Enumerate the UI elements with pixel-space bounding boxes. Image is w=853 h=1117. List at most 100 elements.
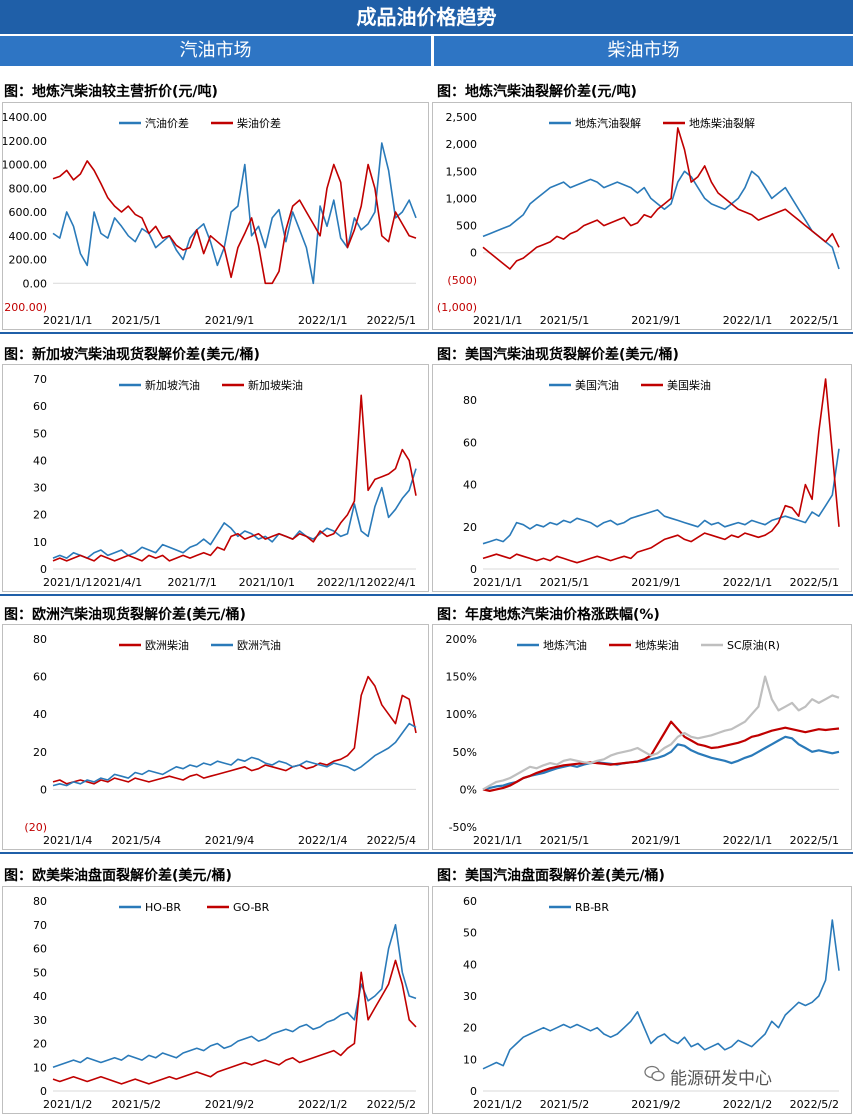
y-tick-label: 60 (33, 400, 47, 413)
x-tick-label: 2022/5/1 (790, 314, 839, 327)
y-tick-label: 0 (40, 563, 47, 576)
legend-label: 美国汽油 (575, 378, 619, 392)
x-tick-label: 2021/10/1 (239, 576, 295, 589)
x-tick-label: 2021/1/2 (43, 1098, 92, 1111)
y-tick-label: 2,000 (446, 138, 478, 151)
y-tick-label: 30 (463, 990, 477, 1003)
right-column-header: 柴油市场 (434, 36, 853, 66)
series-line-0 (482, 170, 840, 270)
chart-title: 图：地炼汽柴油裂解价差(元/吨) (437, 84, 637, 100)
y-tick-label: 20 (33, 1038, 47, 1051)
y-tick-label: 60 (463, 895, 477, 908)
chart-c3: 0 10 20 30 40 50 60 70 2021/1/1 2021/4/1 2021/7/1 2… (33, 373, 417, 589)
x-tick-label: 2021/7/1 (167, 576, 216, 589)
chart-panel: 0 10 20 30 40 50 60 70 80 2021/1/2 2021/5/2 2021/9/… (2, 886, 429, 1114)
x-tick-label: 2021/1/1 (473, 314, 522, 327)
chart-title: 图：欧洲汽柴油现货裂解价差(美元/桶) (4, 607, 246, 623)
y-tick-label: 1000.00 (3, 159, 47, 172)
y-tick-label: 60 (463, 436, 477, 449)
series-line-2 (482, 675, 840, 791)
series-line-0 (482, 448, 840, 545)
divider (0, 332, 853, 334)
chart-c5: (20) 0 20 40 60 80 2021/1/4 2021/5/4 2021/9/4 202… (24, 633, 417, 847)
chart-panel: -50% 0% 50% 100% 150% 200% 2021/1/1 2021/5/1 202… (432, 624, 852, 850)
left-column-header: 汽油市场 (0, 36, 431, 66)
y-tick-label: 60 (33, 671, 47, 684)
y-tick-label: 40 (33, 454, 47, 467)
y-tick-label: 40 (463, 958, 477, 971)
y-tick-label: (1,000) (437, 301, 477, 314)
legend-label: 新加坡柴油 (248, 378, 303, 392)
x-tick-label: 2021/1/1 (43, 314, 92, 327)
y-tick-label: 0 (470, 1085, 477, 1098)
x-tick-label: 2022/1/1 (723, 576, 772, 589)
series-line-1 (482, 720, 840, 792)
chart-panel: (1,000) (500) 0 500 1,000 1,500 2,000 2,500 2021… (432, 102, 852, 330)
chart-title: 图：欧美柴油盘面裂解价差(美元/桶) (4, 868, 232, 884)
chart-c8: 0 10 20 30 40 50 60 2021/1/2 2021/5/2 2021/9/2 202… (463, 895, 840, 1111)
y-tick-label: 10 (33, 536, 47, 549)
series-line-1 (52, 394, 417, 562)
page-title: 成品油价格趋势 (0, 0, 853, 34)
series-line-0 (52, 675, 417, 785)
x-tick-label: 2022/1/1 (317, 576, 366, 589)
y-tick-label: 50% (453, 746, 477, 759)
y-tick-label: 100% (446, 708, 477, 721)
y-tick-label: 50 (33, 966, 47, 979)
x-tick-label: 2021/1/1 (473, 834, 522, 847)
x-tick-label: 2022/1/4 (298, 834, 347, 847)
x-tick-label: 2022/1/1 (723, 314, 772, 327)
series-line-0 (482, 919, 840, 1070)
legend-label: 新加坡汽油 (145, 378, 200, 392)
series-line-1 (52, 160, 417, 285)
legend-label: 地炼汽油裂解 (575, 116, 641, 130)
legend-label: 汽油价差 (145, 116, 189, 130)
x-tick-label: 2021/1/1 (473, 576, 522, 589)
x-tick-label: 2021/9/1 (631, 834, 680, 847)
y-tick-label: 40 (33, 990, 47, 1003)
chart-panel: (200.00) 0.00 200.00 400.00 600.00 800.00 1000… (0, 102, 429, 330)
y-tick-label: -50% (449, 821, 477, 834)
chart-panel: 0 20 40 60 80 2021/1/1 2021/5/1 2021/9/1 2022/1/… (432, 364, 852, 592)
legend-label: HO-BR (145, 901, 181, 914)
wechat-icon (644, 1065, 665, 1082)
series-line-1 (482, 127, 840, 270)
y-tick-label: 1200.00 (3, 135, 47, 148)
chart-c6: -50% 0% 50% 100% 150% 200% 2021/1/1 2021/5/1 202… (446, 633, 840, 847)
x-tick-label: 2021/4/1 (93, 576, 142, 589)
chart-panel: 0 10 20 30 40 50 60 70 2021/1/1 2021/4/1 2021/7/1 2… (2, 364, 429, 592)
y-tick-label: 500 (456, 220, 477, 233)
y-tick-label: 0 (470, 563, 477, 576)
y-tick-label: 20 (463, 521, 477, 534)
x-tick-label: 2021/9/4 (205, 834, 254, 847)
y-tick-label: 0 (40, 783, 47, 796)
chart-title: 图：美国汽油盘面裂解价差(美元/桶) (437, 868, 665, 884)
chart-title: 图：新加坡汽柴油现货裂解价差(美元/桶) (4, 347, 260, 363)
series-line-0 (52, 142, 417, 285)
x-tick-label: 2021/9/2 (205, 1098, 254, 1111)
x-tick-label: 2021/1/4 (43, 834, 92, 847)
x-tick-label: 2022/5/1 (367, 314, 416, 327)
y-tick-label: 20 (33, 746, 47, 759)
y-tick-label: 50 (33, 427, 47, 440)
legend-label: 地炼柴油 (635, 638, 679, 652)
y-tick-label: 0% (460, 783, 477, 796)
x-tick-label: 2021/5/2 (112, 1098, 161, 1111)
x-tick-label: 2021/1/2 (473, 1098, 522, 1111)
legend-label: GO-BR (233, 901, 270, 914)
y-tick-label: (500) (447, 274, 477, 287)
x-tick-label: 2021/5/1 (540, 576, 589, 589)
x-tick-label: 2021/9/1 (205, 314, 254, 327)
series-line-0 (52, 468, 417, 559)
x-tick-label: 2022/5/1 (790, 834, 839, 847)
x-tick-label: 2021/9/1 (631, 576, 680, 589)
y-tick-label: 2,500 (446, 111, 478, 124)
y-tick-label: 40 (463, 479, 477, 492)
legend-label: 地炼柴油裂解 (689, 116, 755, 130)
y-tick-label: 600.00 (9, 206, 48, 219)
y-tick-label: 30 (33, 482, 47, 495)
y-tick-label: 1,500 (446, 165, 478, 178)
x-tick-label: 2022/1/2 (298, 1098, 347, 1111)
x-tick-label: 2021/5/2 (540, 1098, 589, 1111)
x-tick-label: 2021/1/1 (43, 576, 92, 589)
